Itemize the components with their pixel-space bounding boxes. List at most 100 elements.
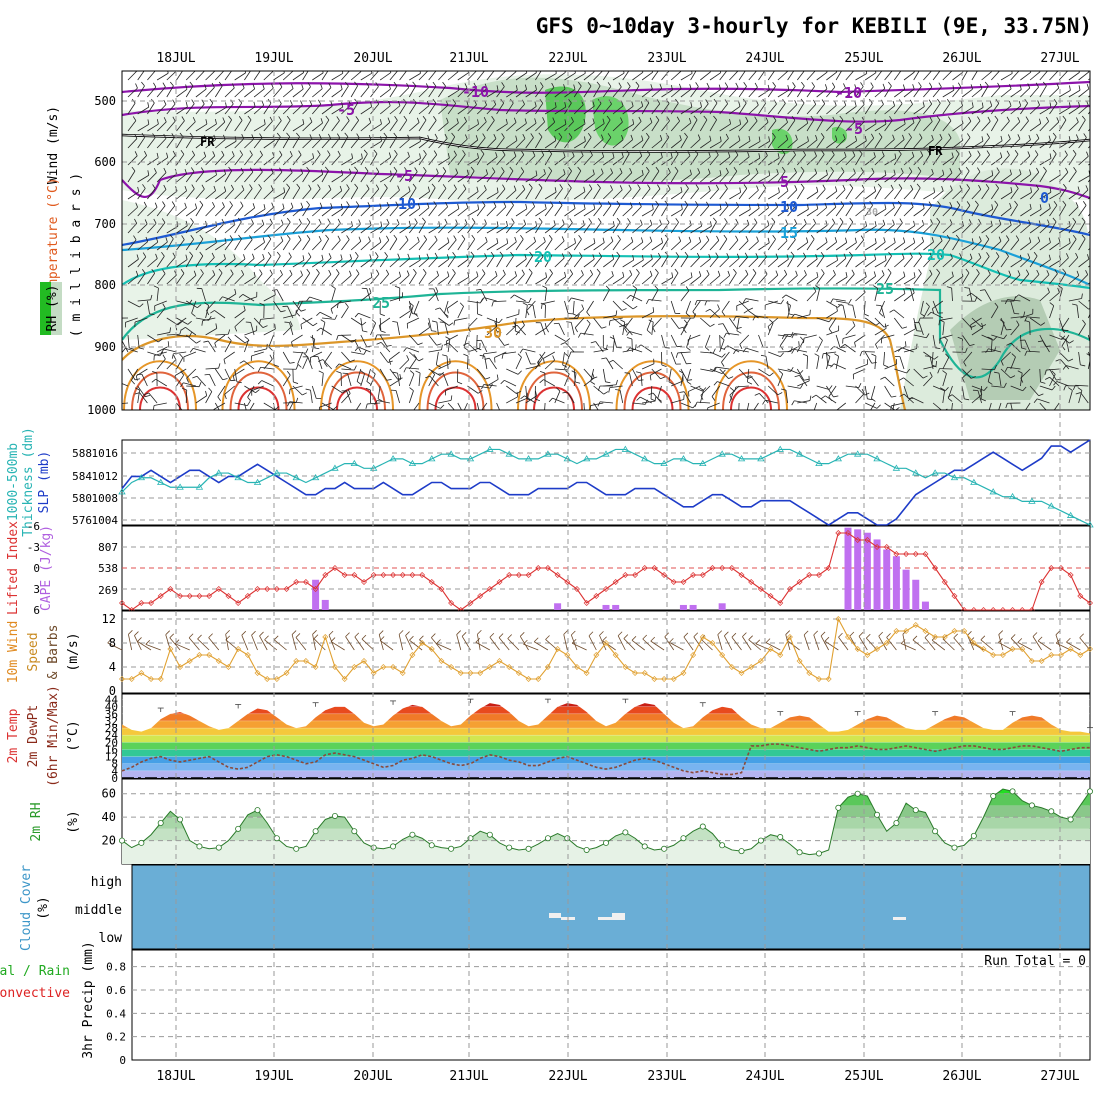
wind-barb	[496, 102, 505, 115]
wind-barb	[176, 225, 188, 234]
wind-barb	[350, 120, 359, 132]
surface-barb	[642, 638, 655, 651]
wind-barb	[787, 139, 798, 149]
wind-barb-flag	[997, 82, 1001, 88]
wind-barb-flag	[925, 302, 930, 307]
wind-barb	[544, 106, 557, 115]
wind-barb	[923, 306, 930, 319]
wind-barb-flag	[620, 319, 625, 323]
wind-barb	[287, 306, 294, 319]
surface-barb-flag	[693, 632, 699, 638]
wind-barb-flag	[605, 381, 611, 384]
wind-barb	[806, 258, 818, 268]
wind-barb-flag	[1027, 253, 1031, 259]
wind-barb-flag	[922, 101, 925, 107]
wind-barb-flag	[667, 66, 670, 70]
wind-barb-flag	[852, 117, 856, 122]
wind-barb-flag	[803, 378, 809, 381]
wind-barb-flag	[1097, 271, 1099, 276]
wind-barb-flag	[457, 85, 460, 91]
wind-barb	[797, 274, 807, 285]
wind-barb-flag	[756, 185, 759, 191]
wind-barb	[738, 209, 751, 217]
wind-barb-flag	[711, 396, 716, 401]
wind-barb-flag	[739, 187, 742, 193]
wind-barb-flag	[786, 203, 789, 209]
wind-barb	[234, 334, 246, 344]
wind-barb	[870, 385, 876, 399]
wind-barb	[428, 239, 438, 251]
wind-barb	[758, 334, 764, 348]
wind-barb	[418, 170, 427, 183]
wind-barb	[205, 257, 215, 268]
wind-barb-flag	[414, 218, 418, 224]
wind-barb-flag	[1006, 150, 1010, 156]
wind-barb-flag	[607, 201, 612, 206]
wind-barb-flag	[380, 136, 382, 142]
surface-arc	[123, 360, 197, 410]
wind-barb	[147, 351, 160, 357]
wind-barb-flag	[899, 65, 902, 69]
wind-barb	[215, 223, 225, 234]
wind-barb	[341, 306, 349, 319]
wind-barb	[554, 72, 566, 81]
li-point	[748, 579, 755, 585]
wind-barb-flag	[1064, 150, 1068, 156]
wind-speed-point	[515, 670, 522, 676]
wind-barb	[593, 172, 604, 183]
wind-barb	[602, 71, 610, 81]
wind-barb	[477, 385, 491, 389]
wind-barb	[564, 187, 572, 200]
wind-barb	[131, 368, 139, 381]
wind-barb-flag	[144, 219, 148, 225]
wind-barb	[312, 72, 324, 81]
wind-barb-flag	[375, 82, 379, 87]
wind-barb	[844, 344, 856, 353]
wind-barb	[311, 339, 316, 353]
wind-barb-flag	[463, 347, 469, 351]
wind-speed-point	[651, 676, 658, 682]
wind-barb	[185, 121, 196, 132]
wind-barb-flag	[704, 300, 708, 306]
wind-barb-flag	[286, 217, 291, 223]
wind-barb	[874, 104, 884, 115]
wind-barb	[845, 204, 854, 217]
wind-barb	[496, 255, 504, 268]
wind-barb	[360, 258, 372, 268]
wind-barb-flag	[238, 294, 244, 298]
wind-barb-flag	[129, 347, 135, 350]
wind-barb-flag	[189, 81, 194, 87]
wind-barb-flag	[697, 168, 701, 173]
wind-barb-flag	[586, 311, 591, 317]
wind-barb-flag	[251, 134, 255, 140]
wind-barb-flag	[583, 204, 586, 210]
wind-barb	[602, 205, 612, 217]
wind-barb-flag	[205, 220, 208, 226]
wind-barb-flag	[267, 251, 272, 257]
wind-barb	[767, 322, 774, 336]
wind-barb-flag	[390, 170, 392, 176]
wind-barb	[787, 385, 801, 389]
wind-barb	[649, 368, 662, 376]
wind-barb	[156, 358, 166, 370]
wind-barb	[125, 347, 138, 353]
wind-barb-flag	[201, 99, 205, 105]
wind-barb	[370, 273, 380, 285]
wind-barb-flag	[574, 327, 578, 333]
wind-barb-flag	[539, 98, 544, 104]
li-point	[157, 593, 164, 599]
wind-barb	[147, 102, 155, 115]
wind-barb	[476, 121, 487, 132]
wind-barb-flag	[831, 218, 836, 224]
wind-barb	[428, 275, 439, 285]
wind-barb-flag	[1014, 200, 1018, 206]
wind-barb	[884, 189, 894, 200]
temp-axis-label-1: 2m Temp	[6, 708, 21, 763]
wind-barb-flag	[588, 184, 593, 189]
wind-barb	[1010, 121, 1021, 132]
wind-barb	[292, 173, 303, 183]
wind-barb-flag	[464, 219, 468, 225]
wind-barb	[253, 273, 263, 285]
wind-barb-flag	[719, 170, 722, 176]
wind-barb	[748, 172, 759, 183]
